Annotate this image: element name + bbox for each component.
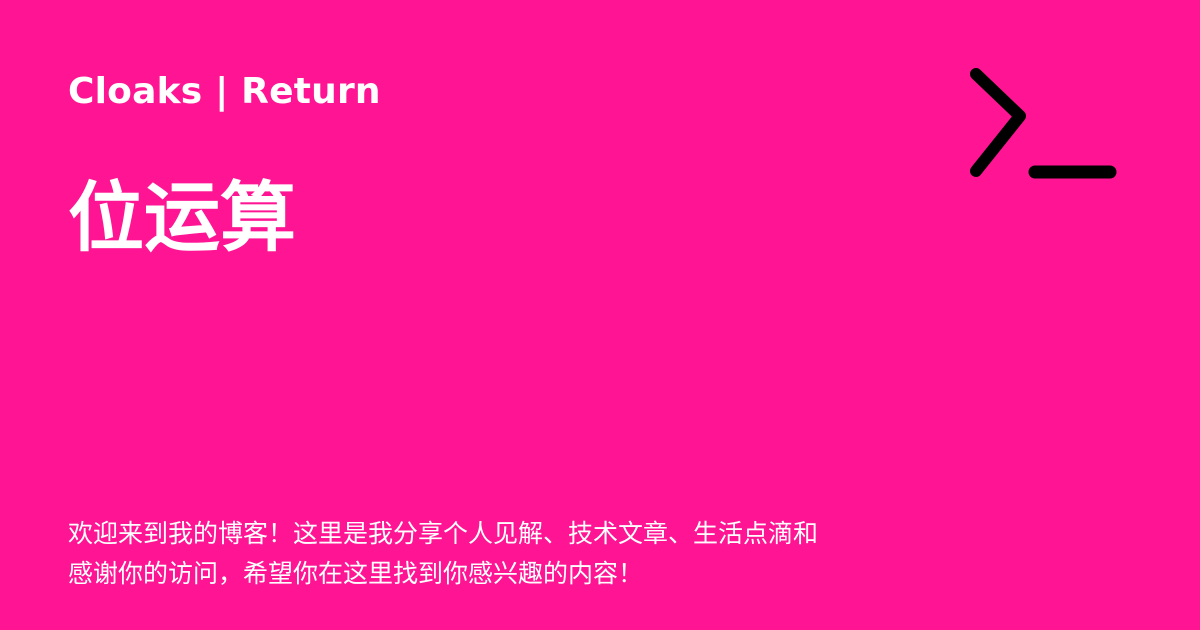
terminal-prompt-icon [970, 68, 1117, 179]
description-line-2: 感谢你的访问，希望你在这里找到你感兴趣的内容！ [68, 559, 644, 588]
prompt-chevron-icon [970, 68, 1026, 177]
site-description: 欢迎来到我的博客！这里是我分享个人见解、技术文章、生活点滴和 感谢你的访问，希望… [68, 514, 892, 594]
post-title: 位运算 [68, 173, 296, 262]
site-name: Cloaks | Return [68, 71, 381, 112]
description-line-1: 欢迎来到我的博客！这里是我分享个人见解、技术文章、生活点滴和 [68, 519, 819, 548]
